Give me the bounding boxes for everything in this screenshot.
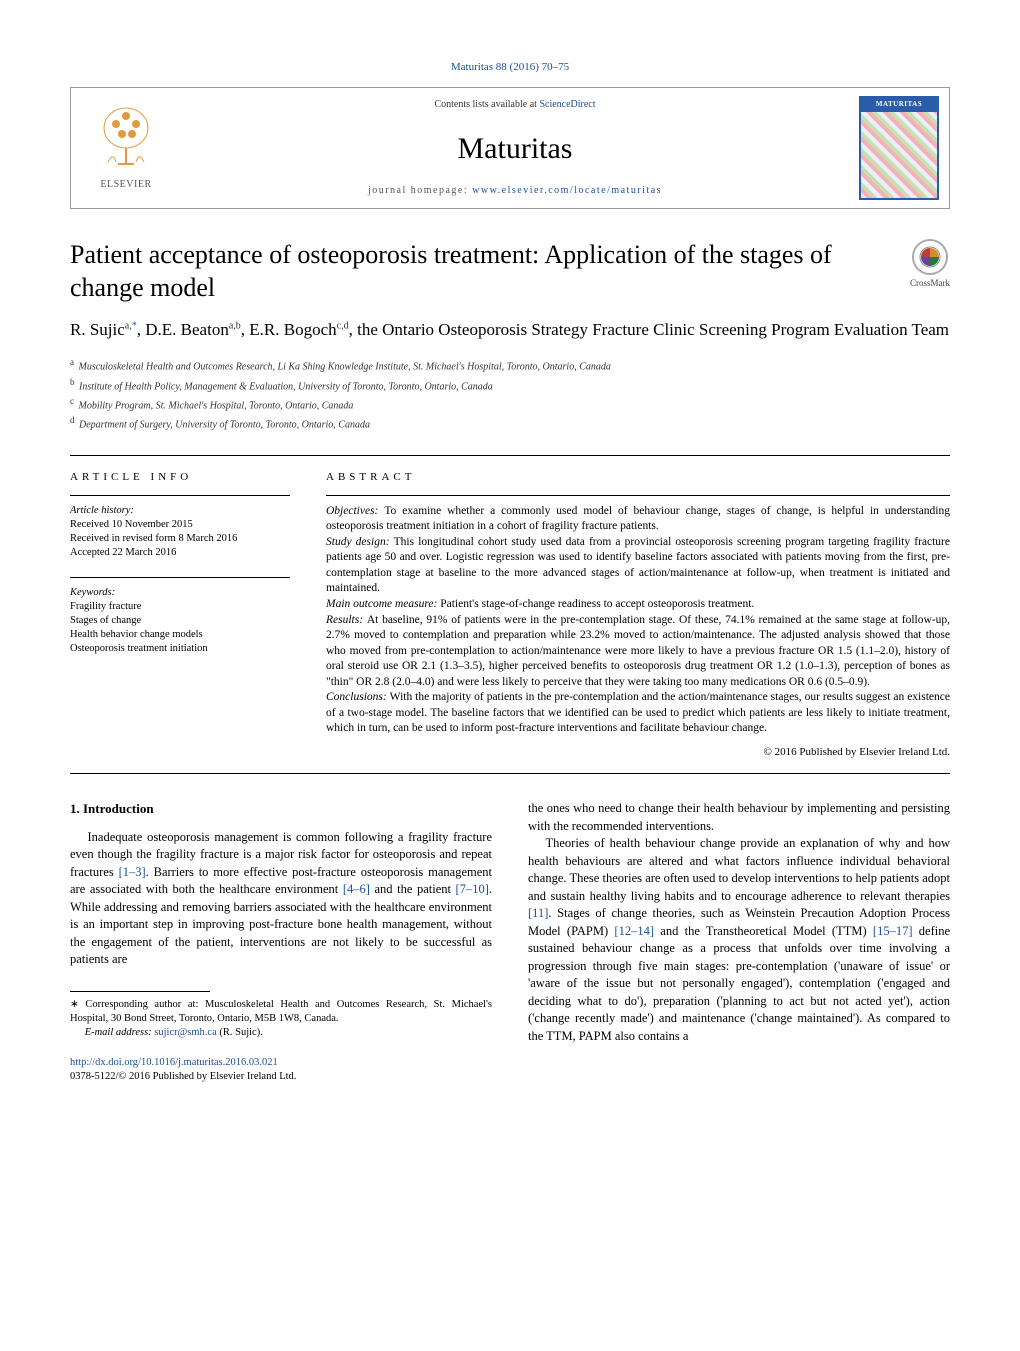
body-text: define sustained behaviour change as a p… xyxy=(528,924,950,1043)
author-name: R. Sujic xyxy=(70,320,125,339)
history-line: Received in revised form 8 March 2016 xyxy=(70,532,290,546)
citation-link[interactable]: [1–3] xyxy=(119,865,146,879)
affiliations: a Musculoskeletal Health and Outcomes Re… xyxy=(70,356,950,432)
body-text: and the Transtheoretical Model (TTM) xyxy=(654,924,873,938)
author-aff: a, xyxy=(125,321,132,332)
affiliation-line: b Institute of Health Policy, Management… xyxy=(70,376,950,394)
body-columns: 1. Introduction Inadequate osteoporosis … xyxy=(70,800,950,1084)
abstract-body: Objectives: To examine whether a commonl… xyxy=(326,504,950,760)
history-line: Received 10 November 2015 xyxy=(70,518,290,532)
keyword: Stages of change xyxy=(70,614,290,628)
email-link[interactable]: sujicr@smh.ca xyxy=(154,1027,216,1038)
footnote-rule xyxy=(70,991,210,992)
publisher-label: ELSEVIER xyxy=(100,178,151,192)
citation-link[interactable]: [15–17] xyxy=(873,924,913,938)
publisher-cell: ELSEVIER xyxy=(71,88,181,208)
keyword: Osteoporosis treatment initiation xyxy=(70,642,290,656)
issn-copyright: 0378-5122/© 2016 Published by Elsevier I… xyxy=(70,1071,296,1082)
header-center: Contents lists available at ScienceDirec… xyxy=(181,88,849,208)
section-title: Introduction xyxy=(83,801,154,816)
paragraph: the ones who need to change their health… xyxy=(528,800,950,835)
author-group: , the Ontario Osteoporosis Strategy Frac… xyxy=(349,320,949,339)
abs-lead: Conclusions: xyxy=(326,691,390,703)
sciencedirect-link[interactable]: ScienceDirect xyxy=(539,99,595,110)
abs-lead: Results: xyxy=(326,614,367,626)
contents-available-line: Contents lists available at ScienceDirec… xyxy=(434,98,595,112)
abstract-column: ABSTRACT Objectives: To examine whether … xyxy=(326,456,950,774)
abs-lead: Study design: xyxy=(326,536,394,548)
affiliation-line: a Musculoskeletal Health and Outcomes Re… xyxy=(70,356,950,374)
author-name: , D.E. Beaton xyxy=(137,320,229,339)
abs-lead: Objectives: xyxy=(326,505,384,517)
homepage-pre: journal homepage: xyxy=(368,185,472,196)
body-text: and the patient xyxy=(370,882,456,896)
corresponding-author-footnote: ∗ Corresponding author at: Musculoskelet… xyxy=(70,998,492,1026)
right-column: the ones who need to change their health… xyxy=(528,800,950,1084)
history-label: Article history: xyxy=(70,504,290,518)
crossmark-badge[interactable]: CrossMark xyxy=(910,239,950,290)
info-rule-2 xyxy=(70,577,290,578)
keyword: Health behavior change models xyxy=(70,628,290,642)
contents-pre: Contents lists available at xyxy=(434,99,539,110)
paragraph: Theories of health behaviour change prov… xyxy=(528,835,950,1045)
footnote-marker: ∗ xyxy=(70,999,79,1010)
footnote-text: Corresponding author at: Musculoskeletal… xyxy=(70,999,492,1024)
info-rule xyxy=(70,495,290,496)
cover-title: MATURITAS xyxy=(861,98,937,112)
keyword: Fragility fracture xyxy=(70,600,290,614)
authors: R. Sujica,*, D.E. Beatona,b, E.R. Bogoch… xyxy=(70,318,950,342)
rule-bottom xyxy=(70,773,950,774)
abstract-label: ABSTRACT xyxy=(326,470,950,485)
section-number: 1. xyxy=(70,801,80,816)
crossmark-label: CrossMark xyxy=(910,277,950,290)
abs-lead: Main outcome measure: xyxy=(326,598,440,610)
abs-text: To examine whether a commonly used model… xyxy=(326,505,950,533)
journal-reference: Maturitas 88 (2016) 70–75 xyxy=(70,60,950,75)
abs-text: With the majority of patients in the pre… xyxy=(326,691,950,734)
abs-text: Patient's stage-of-change readiness to a… xyxy=(440,598,754,610)
abs-rule xyxy=(326,495,950,496)
section-heading: 1. Introduction xyxy=(70,800,492,818)
article-history: Article history: Received 10 November 20… xyxy=(70,504,290,561)
affiliation-line: d Department of Surgery, University of T… xyxy=(70,414,950,432)
citation-link[interactable]: [11] xyxy=(528,906,548,920)
article-info-column: ARTICLE INFO Article history: Received 1… xyxy=(70,456,290,774)
homepage-link[interactable]: www.elsevier.com/locate/maturitas xyxy=(472,185,662,196)
email-label: E-mail address: xyxy=(85,1027,155,1038)
homepage-line: journal homepage: www.elsevier.com/locat… xyxy=(368,184,662,198)
article-title: Patient acceptance of osteoporosis treat… xyxy=(70,239,890,304)
author-name: , E.R. Bogoch xyxy=(241,320,337,339)
citation-link[interactable]: [12–14] xyxy=(614,924,654,938)
email-footnote: E-mail address: sujicr@smh.ca (R. Sujic)… xyxy=(70,1026,492,1040)
author-aff: a,b xyxy=(229,321,241,332)
keywords-block: Keywords: Fragility fractureStages of ch… xyxy=(70,586,290,657)
left-column: 1. Introduction Inadequate osteoporosis … xyxy=(70,800,492,1084)
doi-link[interactable]: http://dx.doi.org/10.1016/j.maturitas.20… xyxy=(70,1057,278,1068)
abs-text: This longitudinal cohort study used data… xyxy=(326,536,950,595)
affiliation-line: c Mobility Program, St. Michael's Hospit… xyxy=(70,395,950,413)
email-for: (R. Sujic). xyxy=(217,1027,263,1038)
abstract-copyright: © 2016 Published by Elsevier Ireland Ltd… xyxy=(326,745,950,760)
crossmark-icon xyxy=(912,239,948,275)
journal-ref-link[interactable]: Maturitas 88 (2016) 70–75 xyxy=(451,61,569,73)
journal-header-box: ELSEVIER Contents lists available at Sci… xyxy=(70,87,950,209)
citation-link[interactable]: [4–6] xyxy=(343,882,370,896)
article-info-label: ARTICLE INFO xyxy=(70,470,290,485)
keywords-label: Keywords: xyxy=(70,586,290,600)
paragraph: Inadequate osteoporosis management is co… xyxy=(70,829,492,969)
elsevier-tree-icon xyxy=(96,104,156,174)
history-line: Accepted 22 March 2016 xyxy=(70,546,290,560)
journal-cover-icon: MATURITAS xyxy=(859,96,939,200)
author-aff: c,d xyxy=(337,321,349,332)
doi-block: http://dx.doi.org/10.1016/j.maturitas.20… xyxy=(70,1056,492,1084)
citation-link[interactable]: [7–10] xyxy=(456,882,489,896)
cover-cell: MATURITAS xyxy=(849,88,949,208)
journal-name: Maturitas xyxy=(458,128,573,170)
body-text: Theories of health behaviour change prov… xyxy=(528,836,950,903)
abs-text: At baseline, 91% of patients were in the… xyxy=(326,614,950,688)
